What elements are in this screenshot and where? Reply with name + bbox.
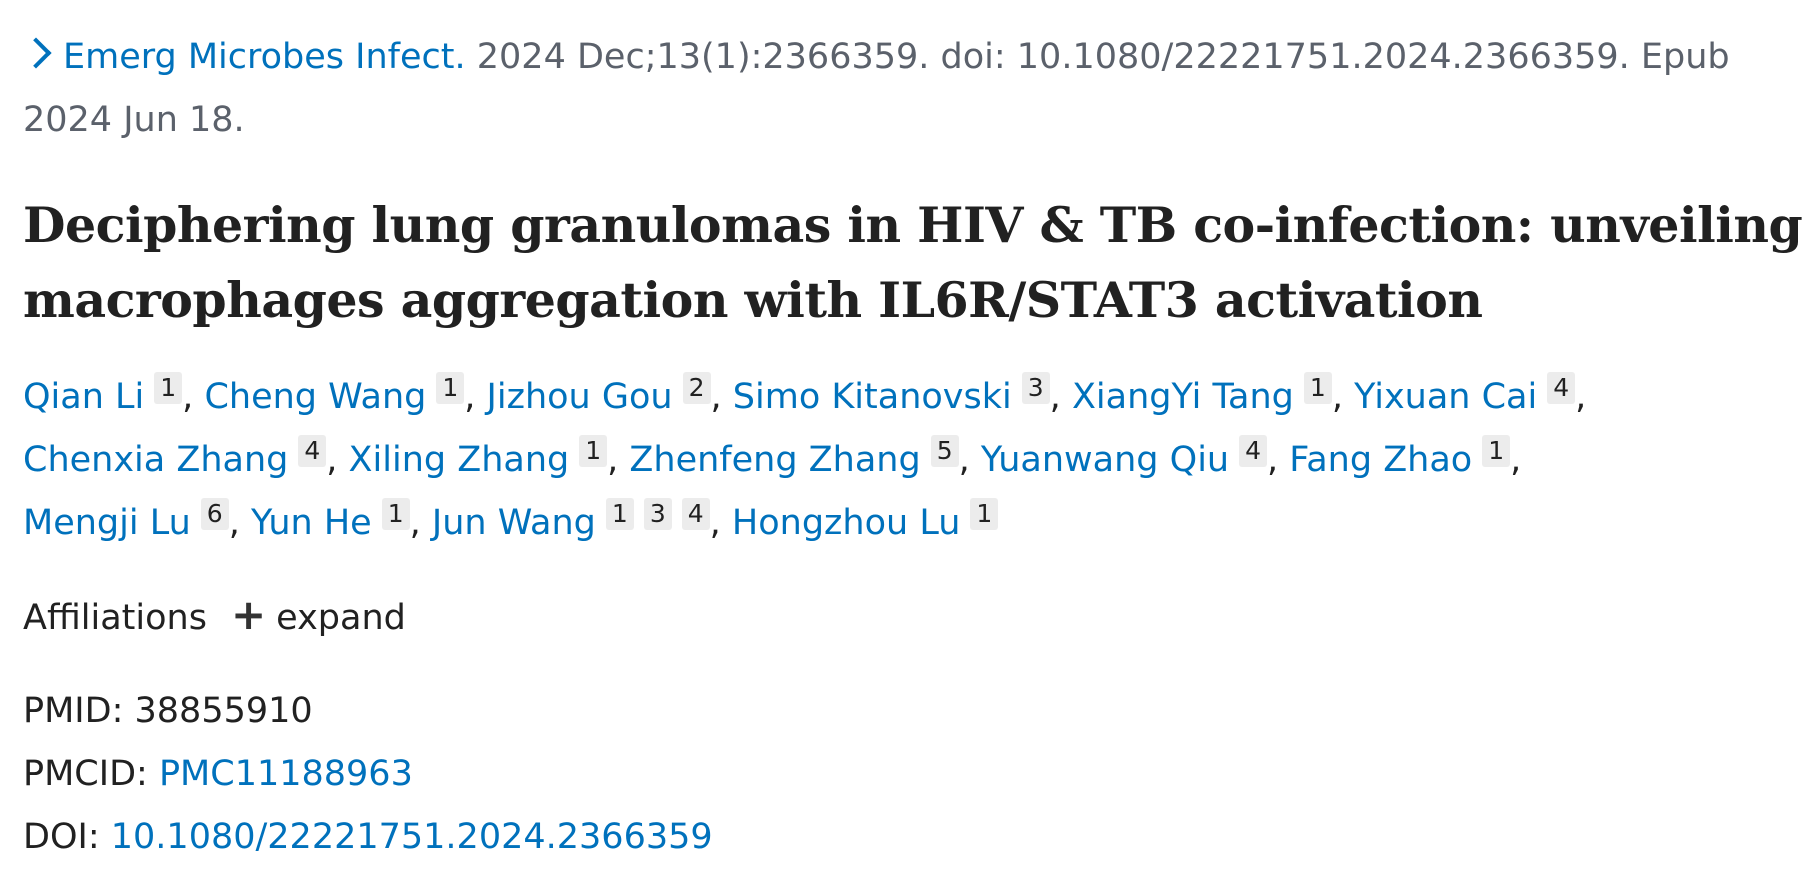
author-list: Qian Li 1, Cheng Wang 1, Jizhou Gou 2, Simo… (23, 366, 1803, 555)
affiliation-number[interactable]: 2 (682, 372, 711, 404)
separator: , (326, 440, 338, 480)
author: Simo Kitanovski 3, (732, 372, 1061, 417)
chevron-icon (20, 37, 52, 69)
affiliation-number[interactable]: 4 (1547, 372, 1576, 404)
affiliation-number[interactable]: 1 (436, 372, 465, 404)
affiliations-label: Affiliations (23, 598, 207, 638)
author-link[interactable]: Mengji Lu (23, 503, 191, 543)
author-link[interactable]: Yuanwang Qiu (980, 440, 1230, 480)
author-link[interactable]: Chenxia Zhang (23, 440, 289, 480)
author: Chenxia Zhang 4, (23, 435, 338, 480)
author-link[interactable]: Xiling Zhang (348, 440, 570, 480)
author-link[interactable]: Cheng Wang (204, 377, 427, 417)
identifier-value[interactable]: 10.1080/22221751.2024.2366359 (110, 817, 713, 857)
identifier-row: PMCID: PMC11188963 (23, 743, 1803, 806)
separator: , (1267, 440, 1279, 480)
citation: Emerg Microbes Infect. 2024 Dec;13(1):23… (20, 26, 1803, 152)
separator: , (182, 377, 194, 417)
author-link[interactable]: Zhenfeng Zhang (629, 440, 921, 480)
affiliation-number[interactable]: 4 (1239, 435, 1268, 467)
affiliation-number[interactable]: 1 (1482, 435, 1511, 467)
plus-icon[interactable]: + (230, 590, 267, 639)
author: Mengji Lu 6, (23, 498, 240, 543)
separator: , (464, 377, 476, 417)
separator: , (710, 377, 722, 417)
author: Qian Li 1, (23, 372, 194, 417)
author-link[interactable]: Simo Kitanovski (732, 377, 1012, 417)
separator: , (958, 440, 970, 480)
author-link[interactable]: Jun Wang (431, 503, 596, 543)
author-link[interactable]: Jizhou Gou (486, 377, 673, 417)
identifier-label: PMID: (23, 691, 124, 731)
author: Yixuan Cai 4, (1354, 372, 1587, 417)
affiliation-number[interactable]: 1 (1303, 372, 1332, 404)
separator: , (1049, 377, 1061, 417)
author: Yun He 1, (250, 498, 421, 543)
affiliation-number[interactable]: 4 (681, 498, 710, 530)
affiliation-number[interactable]: 3 (1021, 372, 1050, 404)
author-link[interactable]: Hongzhou Lu (731, 503, 961, 543)
expand-toggle[interactable]: expand (276, 598, 406, 638)
author: Jizhou Gou 2, (486, 372, 722, 417)
article-title: Deciphering lung granulomas in HIV & TB … (23, 196, 1803, 329)
author-link[interactable]: Qian Li (23, 377, 145, 417)
separator: , (409, 503, 421, 543)
identifier-label: DOI: (23, 817, 100, 857)
affiliation-number[interactable]: 1 (605, 498, 634, 530)
affiliation-number[interactable]: 1 (970, 498, 999, 530)
separator: , (1575, 377, 1587, 417)
journal-link[interactable]: Emerg Microbes Infect. (63, 37, 466, 77)
separator: , (709, 503, 721, 543)
affiliation-number[interactable]: 5 (930, 435, 959, 467)
author: Hongzhou Lu 1 (731, 498, 999, 543)
author: XiangYi Tang 1, (1071, 372, 1343, 417)
affiliations: Affiliations + expand (23, 583, 1803, 650)
author-link[interactable]: XiangYi Tang (1071, 377, 1294, 417)
separator: , (1331, 377, 1343, 417)
affiliation-number[interactable]: 1 (579, 435, 608, 467)
identifier-value[interactable]: PMC11188963 (158, 754, 413, 794)
separator: , (228, 503, 240, 543)
affiliation-number[interactable]: 6 (200, 498, 229, 530)
author: Xiling Zhang 1, (348, 435, 619, 480)
identifiers: PMID: 38855910 PMCID: PMC11188963 DOI: 10.… (23, 680, 1803, 869)
separator: , (1510, 440, 1522, 480)
separator: , (607, 440, 619, 480)
author: Jun Wang 1 3 4, (431, 498, 721, 543)
affiliation-number[interactable]: 3 (643, 498, 672, 530)
citation-details: 2024 Dec;13(1):2366359. doi: 10.1080/222… (23, 37, 1730, 140)
author: Yuanwang Qiu 4, (980, 435, 1279, 480)
author: Cheng Wang 1, (204, 372, 476, 417)
affiliation-number[interactable]: 1 (381, 498, 410, 530)
author: Fang Zhao 1, (1289, 435, 1522, 480)
identifier-row: PMID: 38855910 (23, 680, 1803, 743)
author-link[interactable]: Yixuan Cai (1354, 377, 1538, 417)
author-link[interactable]: Fang Zhao (1289, 440, 1473, 480)
identifier-value: 38855910 (134, 691, 313, 731)
identifier-label: PMCID: (23, 754, 148, 794)
affiliation-number[interactable]: 4 (298, 435, 327, 467)
author: Zhenfeng Zhang 5, (629, 435, 970, 480)
author-link[interactable]: Yun He (250, 503, 372, 543)
affiliation-number[interactable]: 1 (154, 372, 183, 404)
article-header: Emerg Microbes Infect. 2024 Dec;13(1):23… (20, 26, 1803, 869)
identifier-row: DOI: 10.1080/22221751.2024.2366359 (23, 806, 1803, 869)
